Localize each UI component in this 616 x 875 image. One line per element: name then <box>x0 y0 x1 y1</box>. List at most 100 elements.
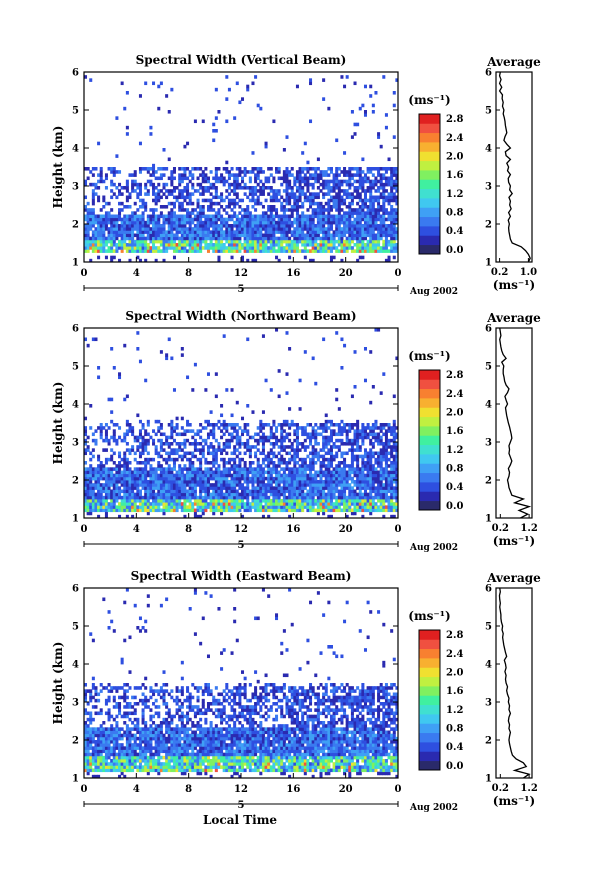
heatmap-cell <box>261 214 265 219</box>
heatmap-cell <box>280 467 284 471</box>
heatmap-cell <box>201 470 205 475</box>
heatmap-cell <box>277 499 281 503</box>
colorbar-tick-label: 1.2 <box>446 189 463 200</box>
heatmap-cell <box>329 186 333 190</box>
heatmap-cell <box>115 227 119 231</box>
heatmap-cell <box>115 236 119 241</box>
heatmap-cell <box>118 467 122 471</box>
heatmap-cell <box>199 224 203 228</box>
heatmap-cell <box>314 211 318 215</box>
heatmap-cell <box>246 258 250 263</box>
heatmap-cell <box>343 192 347 196</box>
heatmap-cell <box>395 179 399 184</box>
heatmap-cell <box>332 429 336 433</box>
heatmap-cell <box>311 451 315 456</box>
heatmap-cell <box>167 224 171 228</box>
heatmap-cell <box>136 495 140 500</box>
heatmap-cell <box>314 230 318 234</box>
heatmap-cell <box>222 217 226 222</box>
heatmap-cell <box>172 201 176 206</box>
heatmap-cell <box>319 461 323 465</box>
heatmap-cell <box>316 492 320 497</box>
heatmap-cell <box>282 457 286 462</box>
heatmap-cell <box>246 470 250 475</box>
heatmap-cell <box>196 502 200 506</box>
heatmap-cell <box>214 394 218 399</box>
heatmap-cell <box>272 499 276 503</box>
heatmap-cell <box>118 214 122 219</box>
heatmap-cell <box>337 182 341 187</box>
heatmap-cell <box>112 230 116 234</box>
heatmap-cell <box>157 217 161 222</box>
heatmap-cell <box>363 489 367 494</box>
heatmap-cell <box>91 249 95 253</box>
heatmap-cell <box>186 192 190 196</box>
heatmap-cell <box>324 233 328 238</box>
heatmap-cell <box>290 483 294 487</box>
heatmap-cell <box>172 211 176 215</box>
heatmap-cell <box>337 508 341 513</box>
heatmap-cell <box>115 116 119 120</box>
heatmap-cell <box>316 201 320 206</box>
heatmap-cell <box>214 214 218 219</box>
heatmap-cell <box>293 176 297 181</box>
heatmap-cell <box>345 179 349 184</box>
heatmap-cell <box>84 489 88 494</box>
heatmap-cell <box>152 508 156 513</box>
heatmap-cell <box>180 486 184 490</box>
heatmap-cell <box>277 167 281 171</box>
heatmap-cell <box>225 442 229 446</box>
heatmap-cell <box>107 486 111 490</box>
heatmap-cell <box>306 176 310 181</box>
heatmap-cell <box>329 470 333 475</box>
heatmap-cell <box>314 201 318 206</box>
heatmap-cell <box>183 499 187 503</box>
heatmap-cell <box>285 236 289 241</box>
heatmap-cell <box>136 192 140 196</box>
heatmap-cell <box>107 492 111 497</box>
heatmap-cell <box>178 173 182 177</box>
heatmap-cell <box>133 483 137 487</box>
heatmap-cell <box>361 186 365 190</box>
heatmap-cell <box>363 480 367 484</box>
heatmap-cell <box>162 495 166 500</box>
heatmap-cell <box>319 246 323 250</box>
heatmap-cell <box>371 110 375 114</box>
heatmap-cell <box>104 227 108 231</box>
heatmap-cell <box>275 236 279 241</box>
heatmap-cell <box>84 499 88 503</box>
heatmap-cell <box>269 502 273 506</box>
heatmap-cell <box>363 243 367 247</box>
heatmap-cell <box>329 432 333 437</box>
heatmap-cell <box>319 486 323 490</box>
heatmap-cell <box>309 167 313 171</box>
colorbar-tick-label: 0.0 <box>446 245 463 256</box>
heatmap-cell <box>120 230 124 234</box>
heatmap-cell <box>204 457 208 462</box>
heatmap-cell <box>390 233 394 238</box>
heatmap-cell <box>369 236 373 241</box>
heatmap-cell <box>175 227 179 231</box>
heatmap-cell <box>340 220 344 225</box>
heatmap-cell <box>141 198 145 203</box>
heatmap-cell <box>356 179 360 184</box>
heatmap-cell <box>141 438 145 443</box>
heatmap-cell <box>290 189 294 193</box>
heatmap-cell <box>280 220 284 225</box>
heatmap-cell <box>94 337 98 342</box>
heatmap-cell <box>118 492 122 497</box>
heatmap-cell <box>259 227 263 231</box>
heatmap-cell <box>324 470 328 475</box>
heatmap-cell <box>327 186 331 190</box>
heatmap-cell <box>138 227 142 231</box>
heatmap-cell <box>280 499 284 503</box>
heatmap-cell <box>191 476 195 481</box>
heatmap-cell <box>125 514 129 519</box>
heatmap-cell <box>159 233 163 238</box>
heatmap-cell <box>259 186 263 190</box>
heatmap-cell <box>149 483 153 487</box>
heatmap-cell <box>131 432 135 437</box>
heatmap-cell <box>390 220 394 225</box>
heatmap-cell <box>217 448 221 452</box>
heatmap-cell <box>311 429 315 433</box>
